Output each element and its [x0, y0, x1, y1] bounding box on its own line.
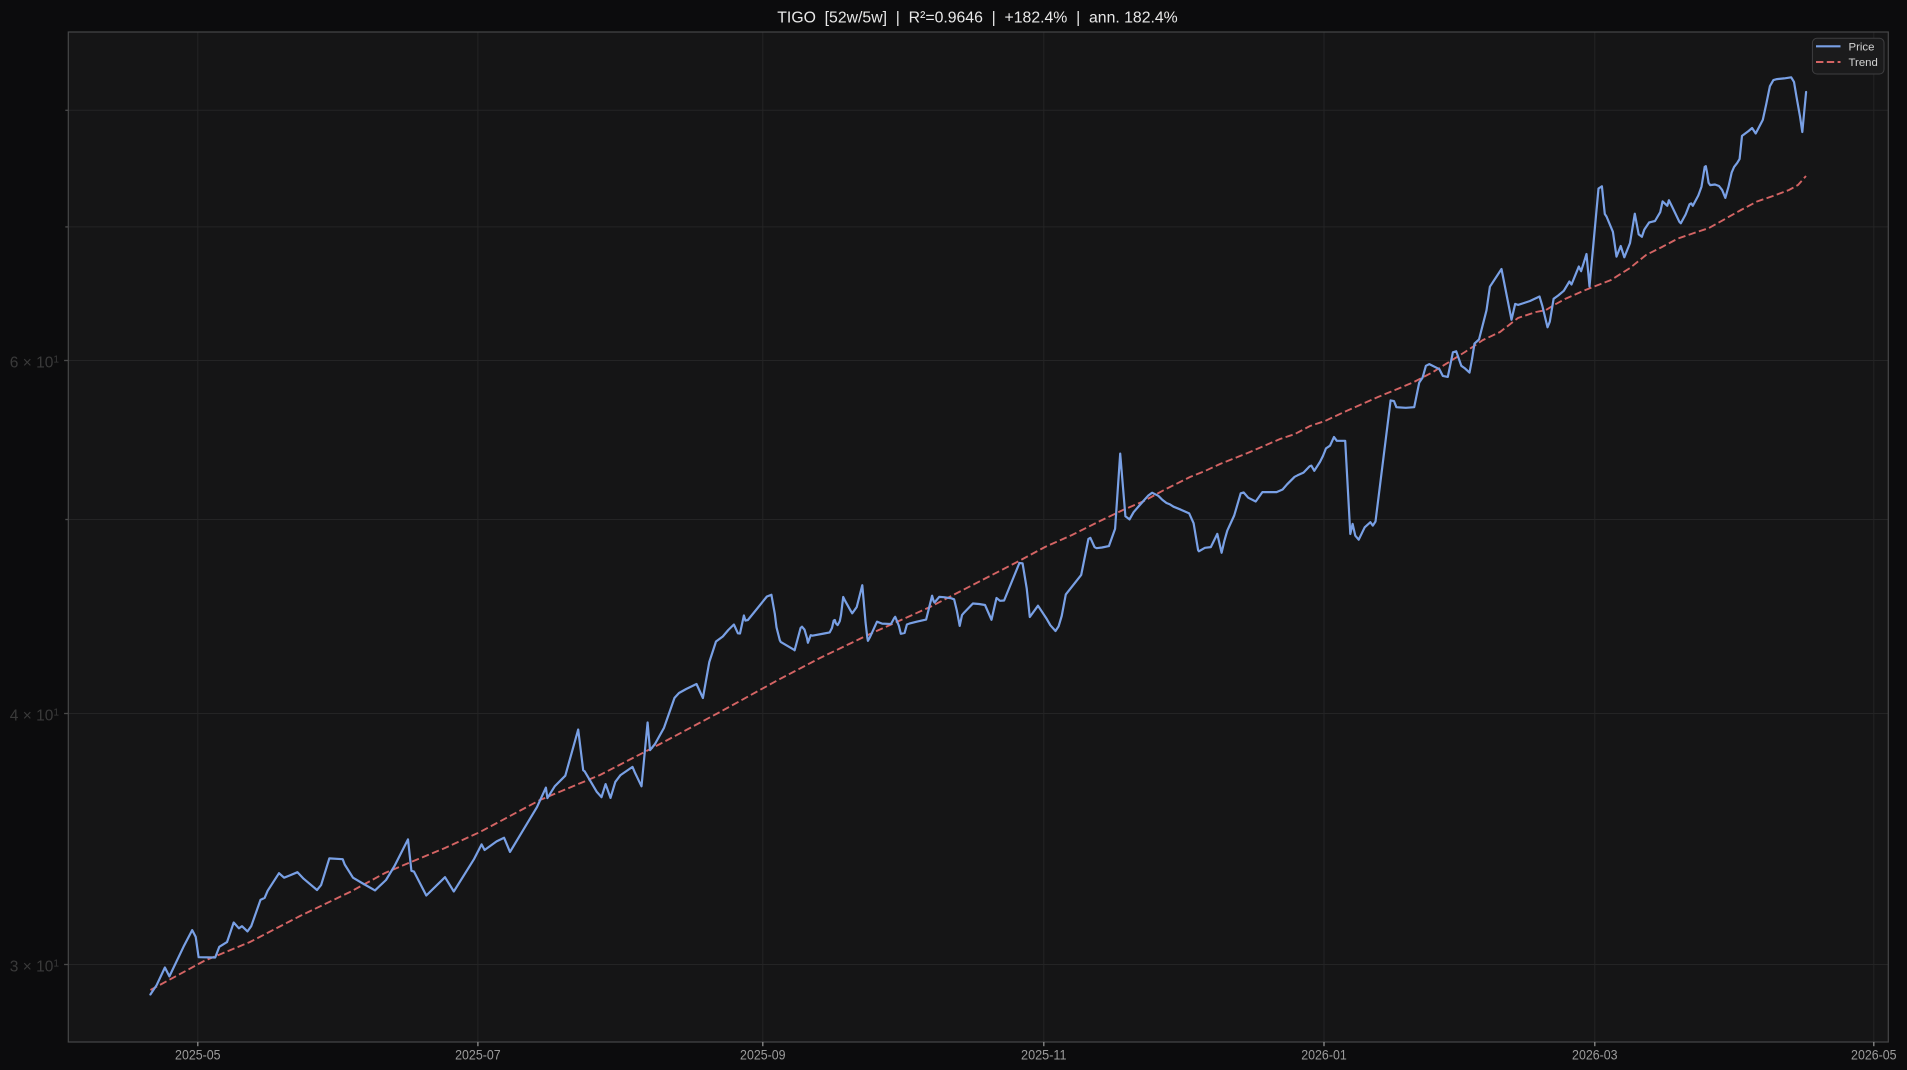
- svg-text:2025-07: 2025-07: [455, 1048, 501, 1063]
- svg-text:2026-01: 2026-01: [1301, 1048, 1347, 1063]
- svg-text:2026-05: 2026-05: [1851, 1048, 1897, 1063]
- svg-text:TIGO [52w/5w] | R²=0.9646: TIGO [52w/5w] | R²=0.9646 | +182.4% | an…: [777, 10, 1177, 27]
- svg-text:2025-05: 2025-05: [175, 1048, 221, 1063]
- svg-text:6 × 101: 6 × 101: [10, 354, 60, 371]
- svg-text:2025-11: 2025-11: [1021, 1048, 1067, 1063]
- svg-text:4 × 101: 4 × 101: [10, 707, 60, 724]
- svg-text:3 × 101: 3 × 101: [10, 958, 60, 975]
- svg-text:Price: Price: [1849, 41, 1875, 53]
- svg-text:2025-09: 2025-09: [740, 1048, 786, 1063]
- svg-text:2026-03: 2026-03: [1572, 1048, 1618, 1063]
- svg-text:Trend: Trend: [1849, 57, 1878, 69]
